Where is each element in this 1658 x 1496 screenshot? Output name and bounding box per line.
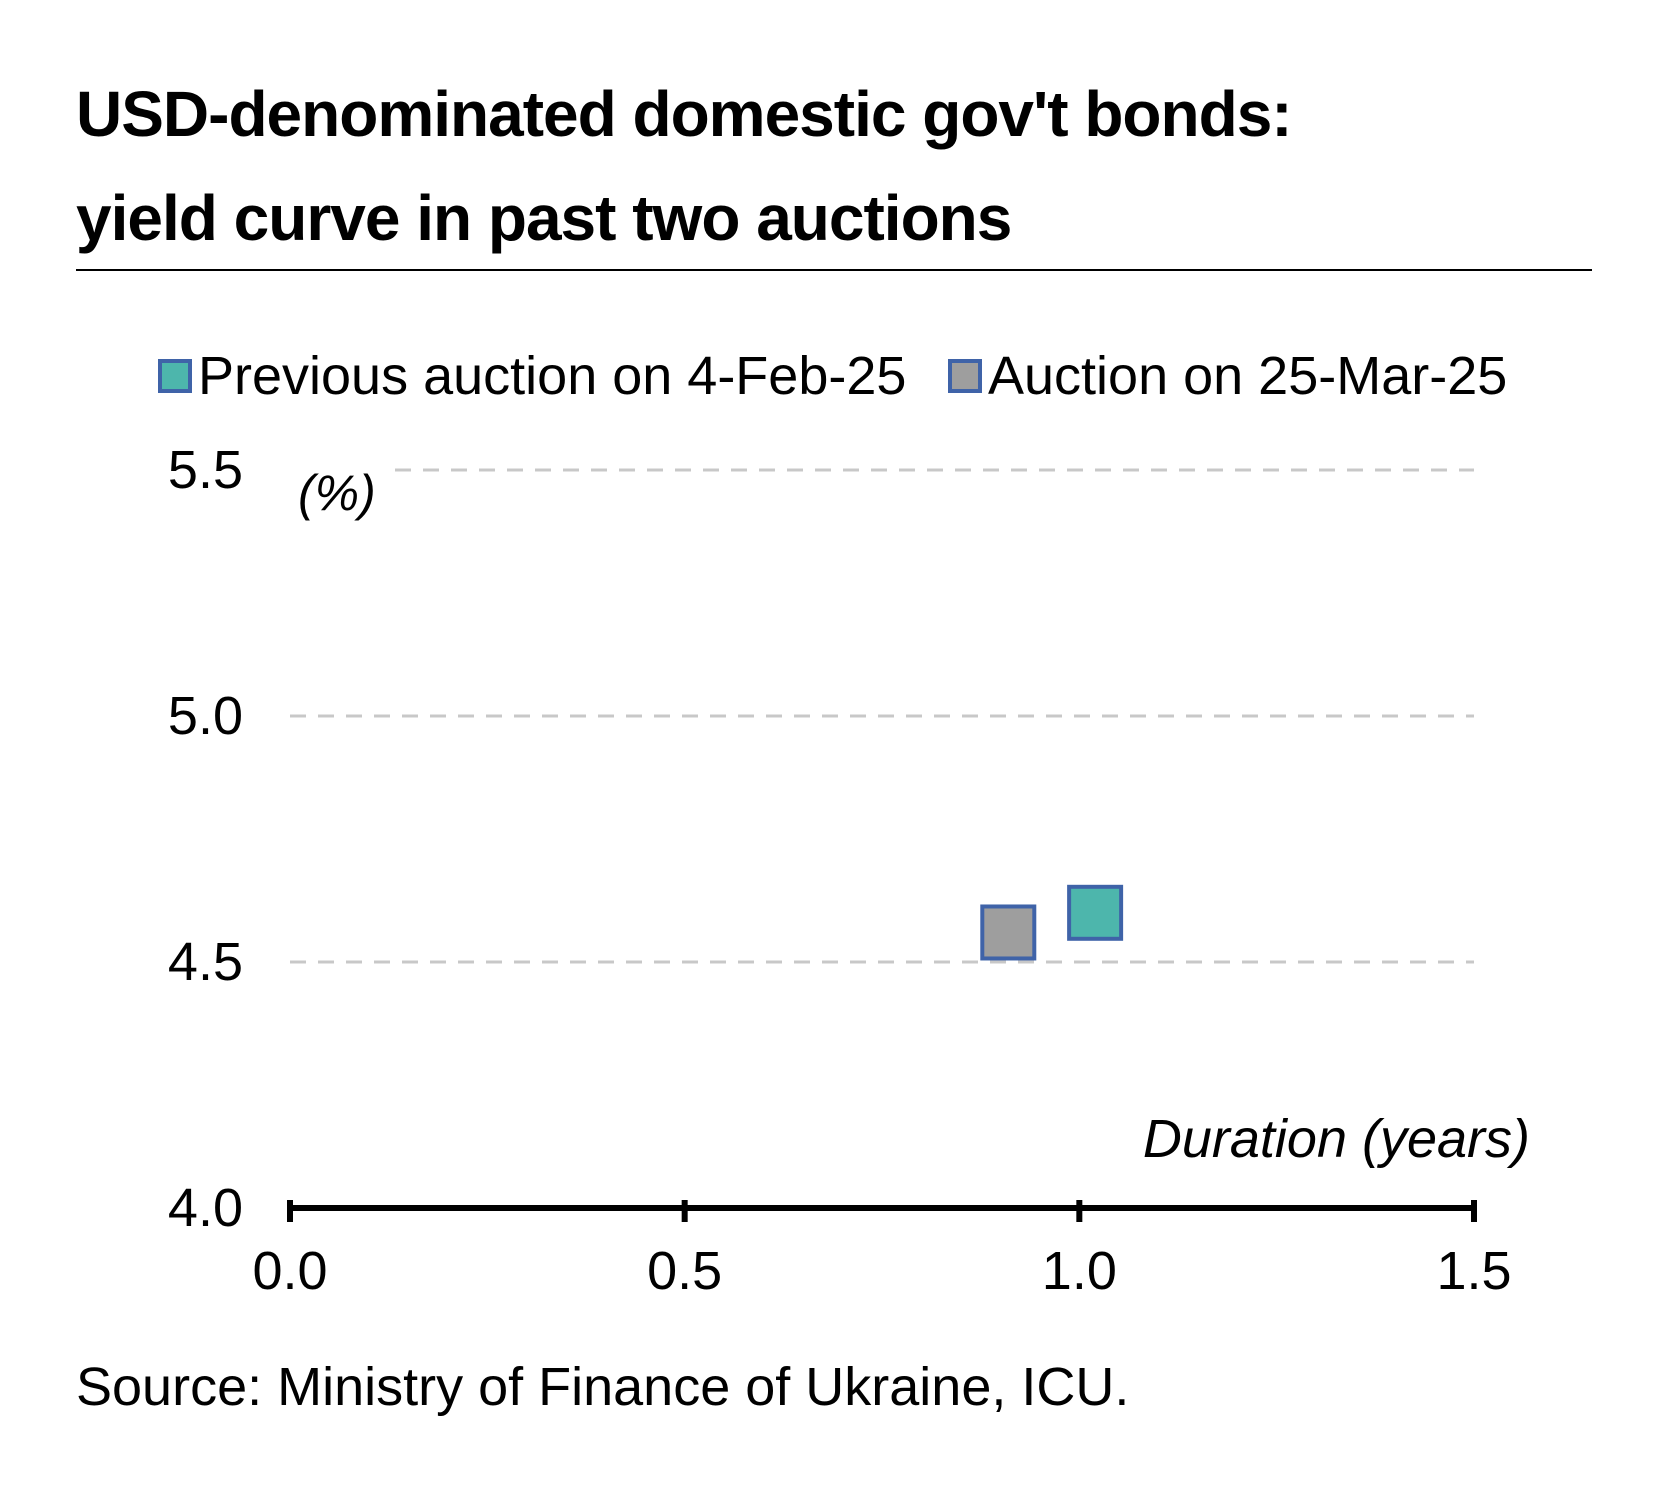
y-tick-label-3: 5.5 — [168, 440, 243, 500]
legend-label-current: Auction on 25-Mar-25 — [988, 346, 1508, 406]
legend-item-current: Auction on 25-Mar-25 — [948, 346, 1507, 406]
x-tick-label-1: 0.5 — [647, 1241, 722, 1301]
title-divider — [76, 269, 1592, 271]
grid-lines — [290, 468, 1474, 964]
data-point-current-0 — [980, 904, 1037, 961]
legend-swatch-previous — [158, 359, 192, 393]
tick-labels: 4.0 4.5 5.0 5.5 0.0 0.5 1.0 1.5 — [168, 440, 1512, 1301]
x-tick-label-0: 0.0 — [252, 1241, 327, 1301]
legend-swatch-current — [948, 359, 982, 393]
data-point-previous-0 — [1067, 884, 1124, 941]
x-tick-label-3: 1.5 — [1436, 1241, 1511, 1301]
y-axis-label: (%) — [298, 465, 376, 521]
x-tick-label-2: 1.0 — [1042, 1241, 1117, 1301]
chart-title-line-2: yield curve in past two auctions — [76, 182, 1012, 254]
y-tick-label-1: 4.5 — [168, 932, 243, 992]
source-note: Source: Ministry of Finance of Ukraine, … — [76, 1357, 1130, 1417]
legend-item-previous: Previous auction on 4-Feb-25 — [158, 346, 906, 406]
legend-label-previous: Previous auction on 4-Feb-25 — [198, 346, 907, 406]
x-axis — [287, 1200, 1477, 1222]
y-tick-label-2: 5.0 — [168, 686, 243, 746]
y-tick-label-0: 4.0 — [168, 1178, 243, 1238]
chart-title: USD-denominated domestic gov't bonds: yi… — [76, 62, 1596, 270]
x-axis-label: Duration (years) — [1143, 1109, 1530, 1169]
data-points — [980, 884, 1124, 961]
chart-title-line-1: USD-denominated domestic gov't bonds: — [76, 78, 1293, 150]
